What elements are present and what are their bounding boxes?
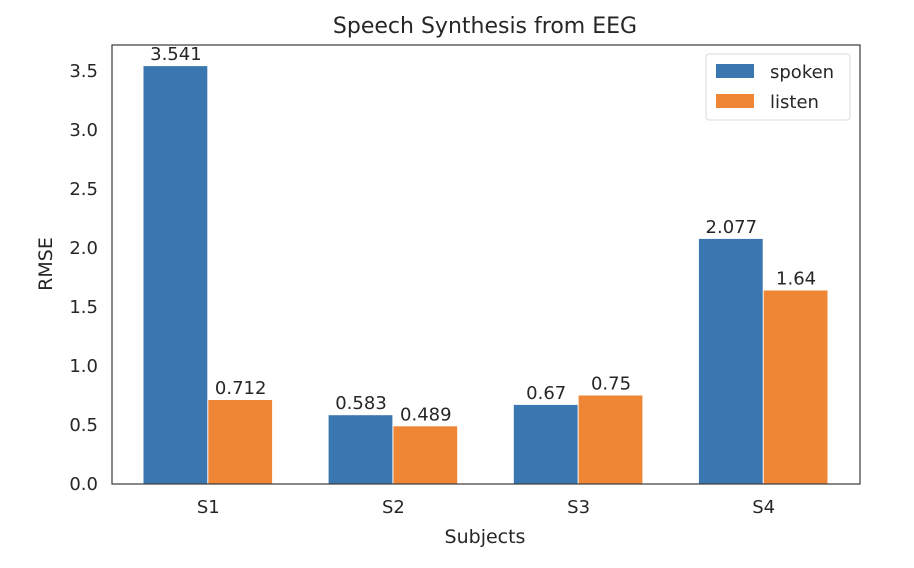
y-tick-label: 0.5	[69, 415, 98, 436]
x-axis-title: Subjects	[445, 526, 526, 548]
bar-listen-S1	[208, 400, 273, 484]
data-label-listen-S2: 0.489	[400, 404, 452, 425]
bar-listen-S4	[763, 290, 828, 484]
bar-spoken-S2	[328, 415, 393, 484]
y-axis-ticks: 0.0 0.5 1.0 1.5 2.0 2.5 3.0 3.5	[69, 61, 98, 495]
x-tick-label-S3: S3	[567, 497, 590, 518]
x-tick-label-S4: S4	[752, 497, 775, 518]
chart-title: Speech Synthesis from EEG	[333, 14, 637, 39]
bar-spoken-S3	[513, 404, 578, 484]
y-tick-label: 2.0	[69, 238, 98, 259]
y-tick-label: 3.5	[69, 61, 98, 82]
legend: spoken listen	[705, 53, 851, 121]
y-tick-label: 0.0	[69, 474, 98, 495]
legend-swatch-spoken	[716, 64, 754, 78]
y-tick-label: 2.5	[69, 179, 98, 200]
bars-group	[143, 66, 828, 484]
data-label-listen-S4: 1.64	[776, 269, 816, 290]
bar-listen-S3	[578, 395, 643, 484]
legend-swatch-listen	[716, 94, 754, 108]
x-tick-label-S1: S1	[197, 497, 220, 518]
y-axis-title: RMSE	[35, 237, 57, 291]
x-tick-label-S2: S2	[382, 497, 405, 518]
data-label-spoken-S2: 0.583	[335, 393, 387, 414]
y-tick-label: 1.0	[69, 356, 98, 377]
plot-frame	[111, 44, 861, 485]
legend-label-listen: listen	[770, 92, 819, 113]
data-label-spoken-S3: 0.67	[526, 383, 566, 404]
data-labels-group: 3.541 0.583 0.67 2.077 0.712 0.489 0.75 1.64	[150, 44, 816, 425]
bar-listen-S2	[393, 426, 458, 484]
data-label-spoken-S1: 3.541	[150, 44, 202, 65]
data-label-spoken-S4: 2.077	[706, 217, 758, 238]
bar-spoken-S1	[143, 66, 208, 484]
x-axis-ticks: S1 S2 S3 S4	[197, 497, 775, 518]
y-tick-label: 3.0	[69, 120, 98, 141]
data-label-listen-S1: 0.712	[215, 378, 267, 399]
y-tick-label: 1.5	[69, 297, 98, 318]
bar-spoken-S4	[698, 238, 763, 484]
legend-label-spoken: spoken	[770, 62, 834, 83]
data-label-listen-S3: 0.75	[591, 374, 631, 395]
